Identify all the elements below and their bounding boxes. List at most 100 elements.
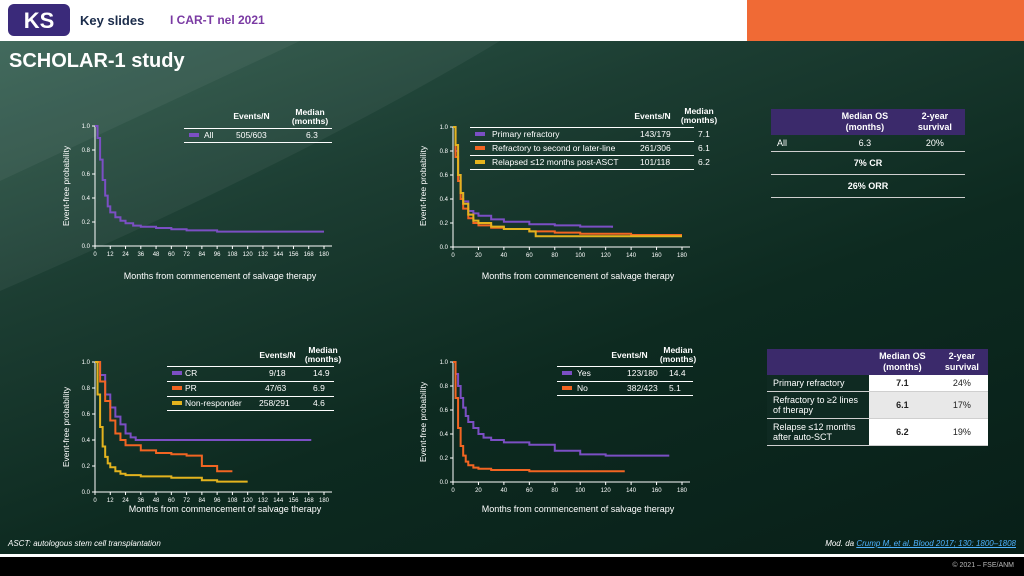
legend-events: 505/603: [236, 130, 267, 140]
ks-logo-icon: KS: [8, 4, 70, 36]
x-tick-label: 20: [475, 488, 482, 494]
legend-header-median: Median (months): [680, 106, 718, 125]
chart-transplant: Event-free probability Months from comme…: [418, 360, 690, 514]
x-tick-label: 24: [122, 252, 129, 258]
table-cell: 6.1: [869, 391, 936, 419]
chart-xlabel: Months from commencement of salvage ther…: [124, 271, 317, 281]
y-tick-label: 0.0: [440, 480, 449, 486]
copyright: © 2021 – FSE/ANM: [952, 562, 1014, 569]
chart-ylabel: Event-free probability: [418, 145, 428, 226]
chart-ylabel: Event-free probability: [418, 381, 428, 462]
x-tick-label: 180: [677, 488, 688, 494]
x-tick-label: 168: [304, 498, 315, 504]
x-tick-label: 0: [93, 498, 97, 504]
x-tick-label: 12: [107, 252, 114, 258]
y-tick-label: 0.8: [82, 148, 91, 154]
legend-label: All: [204, 130, 214, 140]
chart-xlabel: Months from commencement of salvage ther…: [482, 504, 675, 514]
background-sweep: [0, 41, 500, 291]
legend-median: 5.1: [669, 383, 681, 393]
y-tick-label: 0.8: [440, 149, 449, 155]
legend-row: Yes 123/180 14.4: [557, 366, 693, 380]
chart-ylabel: Event-free probability: [61, 386, 71, 467]
series-line-no: [453, 361, 625, 473]
y-tick-label: 0.0: [440, 245, 449, 251]
y-tick-label: 0.4: [440, 197, 449, 203]
x-tick-label: 80: [551, 253, 558, 259]
table-cell: 6.2: [869, 418, 936, 446]
table-cell: 6.3: [825, 135, 905, 152]
legend-median: 6.9: [313, 383, 325, 393]
chart-ylabel: Event-free probability: [61, 145, 71, 226]
legend-chart-prior-response: Events/N Median (months) Primary refract…: [470, 107, 717, 170]
legend-header-events: Events/N: [611, 350, 648, 360]
legend-header-median: Median (months): [659, 345, 697, 364]
y-tick-label: 0.6: [440, 408, 449, 414]
x-tick-label: 36: [137, 252, 144, 258]
legend-chart-all: Events/N Median (months) All 505/603 6.3: [184, 108, 332, 150]
reference-note: Mod. da Crump M, et al. Blood 2017; 130:…: [825, 539, 1016, 548]
abbreviation-note: ASCT: autologous stem cell transplantati…: [8, 539, 161, 548]
series-line-all: [95, 125, 324, 233]
legend-label: Yes: [577, 368, 591, 378]
x-tick-label: 20: [475, 253, 482, 259]
legend-swatch: [562, 371, 572, 375]
legend-swatch: [189, 133, 199, 137]
x-tick-label: 160: [652, 488, 663, 494]
table-header: 2-year survival: [904, 109, 965, 135]
legend-header-median: Median (months): [291, 107, 329, 126]
x-tick-label: 100: [575, 253, 586, 259]
table-header: [767, 349, 869, 375]
legend-label: Relapsed ≤12 months post-ASCT: [492, 157, 619, 167]
legend-events: 123/180: [627, 368, 658, 378]
legend-label: Primary refractory: [492, 129, 560, 139]
legend-header-events: Events/N: [634, 111, 671, 121]
reference-link[interactable]: Crump M, et al. Blood 2017; 130: 1800–18…: [856, 539, 1016, 548]
x-tick-label: 140: [626, 488, 637, 494]
x-tick-label: 60: [168, 252, 175, 258]
legend-median: 6.1: [698, 143, 710, 153]
legend-median: 6.3: [306, 130, 318, 140]
table-header: [771, 109, 825, 135]
x-tick-label: 12: [107, 498, 114, 504]
x-tick-label: 40: [501, 253, 508, 259]
svg-text:KS: KS: [24, 8, 55, 33]
table-cell: All: [771, 135, 825, 152]
legend-chart-response: Events/N Median (months) CR 9/18 14.9 PR…: [167, 346, 341, 412]
reference-prefix: Mod. da: [825, 539, 857, 548]
y-tick-label: 0.6: [82, 172, 91, 178]
chart-xlabel: Months from commencement of salvage ther…: [129, 504, 322, 514]
legend-events: 382/423: [627, 383, 658, 393]
legend-events: 101/118: [640, 157, 671, 167]
y-tick-label: 0.4: [82, 438, 91, 444]
x-tick-label: 120: [243, 252, 254, 258]
x-tick-label: 100: [575, 488, 586, 494]
x-tick-label: 180: [319, 252, 330, 258]
x-tick-label: 108: [227, 252, 238, 258]
legend-swatch: [475, 132, 485, 136]
table-merged-cell: 7% CR: [771, 151, 965, 175]
y-tick-label: 0.2: [82, 464, 91, 470]
y-tick-label: 1.0: [82, 360, 91, 366]
legend-swatch: [562, 386, 572, 390]
legend-median: 4.6: [313, 398, 325, 408]
x-tick-label: 0: [451, 253, 455, 259]
x-tick-label: 60: [526, 253, 533, 259]
x-tick-label: 180: [319, 498, 330, 504]
series-line-non-responder: [95, 361, 248, 483]
legend-label: CR: [185, 368, 198, 378]
y-tick-label: 0.4: [82, 196, 91, 202]
slide-title: SCHOLAR-1 study: [9, 50, 185, 72]
legend-median: 6.2: [698, 157, 710, 167]
x-tick-label: 160: [652, 253, 663, 259]
y-tick-label: 0.4: [440, 432, 449, 438]
legend-swatch: [475, 160, 485, 164]
y-tick-label: 0.2: [82, 220, 91, 226]
x-tick-label: 180: [677, 253, 688, 259]
bottom-bar: [0, 554, 1024, 576]
x-tick-label: 168: [304, 252, 315, 258]
x-tick-label: 156: [288, 252, 299, 258]
table-header: Median OS (months): [869, 349, 936, 375]
x-tick-label: 144: [273, 498, 284, 504]
table-cell: 17%: [935, 391, 988, 419]
